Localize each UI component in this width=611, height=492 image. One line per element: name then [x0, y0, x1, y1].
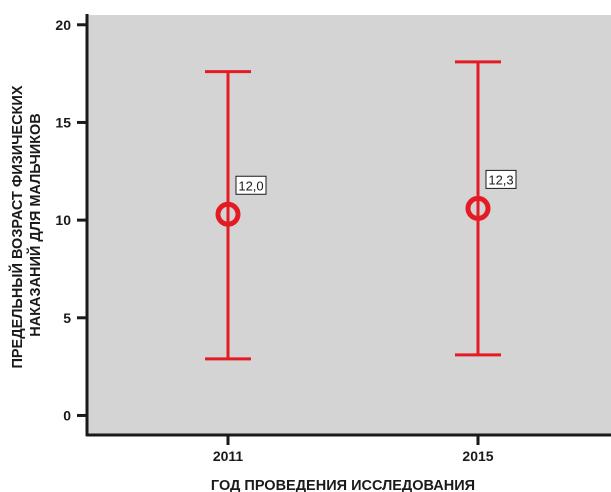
y-axis-title: ПРЕДЕЛЬНЫЙ ВОЗРАСТ ФИЗИЧЕСКИХ НАКАЗАНИЙ …	[8, 81, 44, 368]
x-tick-label: 2015	[462, 448, 493, 464]
x-axis-title: ГОД ПРОВЕДЕНИЯ ИССЛЕДОВАНИЯ	[211, 478, 475, 492]
data-label: 12,0	[238, 178, 263, 193]
mean-marker	[215, 201, 241, 227]
y-tick-label: 15	[55, 114, 71, 130]
y-axis-title-line-1: ПРЕДЕЛЬНЫЙ ВОЗРАСТ ФИЗИЧЕСКИХ	[8, 85, 26, 368]
y-axis-title-line-2: НАКАЗАНИЙ ДЛЯ МАЛЬЧИКОВ	[26, 113, 44, 337]
y-tick-label: 0	[63, 407, 71, 423]
data-label: 12,3	[488, 172, 513, 187]
data-label-box	[235, 175, 267, 195]
mean-marker	[465, 195, 491, 221]
data-label-box	[485, 169, 517, 189]
y-tick-label: 10	[55, 212, 71, 228]
x-tick-label: 2011	[213, 448, 244, 464]
y-tick-label: 20	[55, 17, 71, 33]
plot-area	[87, 15, 611, 435]
y-tick-label: 5	[63, 310, 71, 326]
